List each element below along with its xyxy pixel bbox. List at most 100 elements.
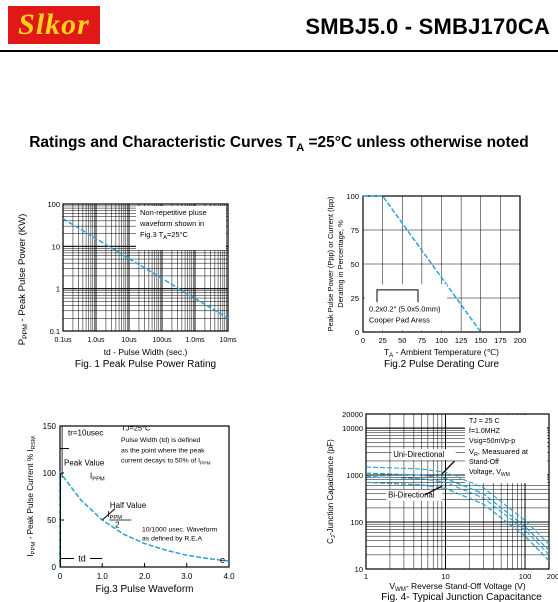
brand-logo: Slkor	[8, 6, 100, 44]
section-heading: Ratings and Characteristic Curves TA =25…	[29, 134, 529, 155]
x-tick-label: 0	[58, 572, 63, 581]
annotation-line: f=1.0MHZ	[469, 428, 501, 435]
ippm-label: IPPM	[90, 472, 105, 483]
peak-value-label: Peak Value	[64, 458, 105, 467]
uni-directional-label: Uni-Directional	[393, 450, 444, 459]
annotation-line: Non-repetitive pluse	[140, 208, 207, 217]
x-axis-label: TA - Ambient Temperature (℃)	[384, 347, 499, 359]
x-tick-label: 10	[441, 572, 449, 581]
y-tick-label: 0.1	[50, 327, 60, 336]
fig1-peak-pulse-power-chart: Non-repetitive pluse waveform shown in Fig…	[17, 200, 237, 370]
annotation-line: Stand-Off	[469, 459, 499, 466]
half-value-label: Half Value	[110, 501, 147, 510]
y-tick-label: 20000	[342, 410, 363, 419]
header-divider	[0, 50, 558, 52]
definition-line: as the point where the peak	[121, 447, 205, 454]
fig4-plot-frame	[365, 413, 550, 570]
bi-directional-label: Bi-Directional	[388, 491, 435, 500]
y-tick-label: 10000	[342, 424, 363, 433]
annotation-line: Cooper Pad Aress	[369, 315, 430, 324]
bi-arrow	[424, 485, 443, 496]
x-tick-label: 0	[361, 336, 365, 345]
annotation-line: VR, Measuared at	[469, 447, 529, 458]
td-label-bg	[74, 552, 90, 563]
waveform-curve	[59, 470, 230, 568]
x-tick-label: 1.0ms	[185, 337, 205, 344]
x-tick-label: 200	[547, 572, 558, 581]
figure-caption: Fig. 1 Peak Pulse Power Rating	[75, 359, 216, 370]
x-tick-label: 3.0	[181, 572, 193, 581]
waveform-note: as defined by R.E.A	[142, 536, 203, 543]
annotation-box	[136, 206, 226, 250]
fig2-pulse-derating-chart: 0.2x0.2" (5.0x5.0mm)Cooper Pad Aress 0 25 5…	[326, 192, 527, 370]
y-tick-label: 100	[350, 518, 363, 527]
tr-label: tr=10usec	[68, 428, 103, 437]
y-tick-label: 50	[351, 260, 359, 269]
x-tick-label: 2.0	[139, 572, 151, 581]
half-value-arrow	[101, 508, 116, 521]
annotation-line: Voltage, VWM	[469, 469, 510, 478]
annotation-line: Vsig=50mVp-p	[469, 438, 515, 445]
y-axis-label: PPPM - Peak Pulse Power (KW)	[17, 214, 29, 345]
x-tick-label: 1.0	[97, 572, 109, 581]
fig3-pulse-waveform-chart: 0 1.0 2.0 3.0 4.0 150 100 50 0 tr=10usec TJ=25°C Pu…	[26, 422, 235, 595]
tj-label: TJ=25°C	[121, 424, 151, 433]
x-tick-label: 1	[364, 572, 368, 581]
half-denominator: 2	[115, 521, 120, 530]
x-tick-label: 10ms	[219, 337, 237, 344]
annotation-line: 0.2x0.2" (5.0x5.0mm)	[369, 305, 441, 314]
y-tick-label: 1000	[346, 471, 363, 480]
x-tick-label: 100	[519, 572, 532, 581]
y-tick-label: 0	[355, 328, 359, 337]
annotation-line: TJ = 25 C	[469, 418, 500, 425]
y-tick-label: 10	[355, 565, 363, 574]
x-tick-label: 200	[514, 336, 527, 345]
x-tick-label: 1.0us	[87, 337, 105, 344]
bi-label-bg	[386, 489, 443, 501]
y-tick-label: 150	[43, 422, 57, 431]
x-tick-label: 100	[435, 336, 448, 345]
x-tick-label: 50	[398, 336, 406, 345]
part-number-title: SMBJ5.0 - SMBJ170CA	[305, 14, 550, 39]
pad-outline	[376, 289, 419, 303]
half-ippm-label: IPPM	[107, 510, 122, 521]
fig2-plot-frame	[362, 195, 521, 333]
x-tick-label: 75	[418, 336, 426, 345]
y-tick-label: 50	[47, 516, 56, 525]
y-tick-label: 25	[351, 294, 359, 303]
x-tick-label: 100us	[152, 337, 172, 344]
x-tick-label: 25	[378, 336, 386, 345]
definition-line: current decays to 50% of IPPM	[121, 458, 211, 467]
decay-e-label: e	[220, 555, 225, 565]
x-tick-label: 175	[494, 336, 507, 345]
figure-caption: Fig. 4- Typical Junction Capacitance	[381, 592, 542, 602]
annotation-line: waveform shown in	[139, 219, 204, 228]
figure-caption: Fig.2 Pulse Derating Cure	[384, 359, 499, 370]
power-curve	[62, 218, 229, 319]
y-tick-label: 100	[47, 200, 60, 209]
x-tick-label: 125	[455, 336, 468, 345]
figure-caption: Fig.3 Pulse Waveform	[96, 584, 194, 595]
y-axis-label: Peak Pulse Power (Ppp) or Current (Ipp)	[326, 196, 335, 332]
x-tick-label: 150	[474, 336, 487, 345]
y-tick-label: 100	[346, 192, 359, 201]
td-label: td	[78, 553, 86, 563]
y-tick-label: 1	[56, 285, 60, 294]
uni-label-bg	[391, 449, 456, 461]
uni-arrow	[441, 460, 456, 475]
annotation-box	[465, 415, 547, 483]
x-axis-label: td - Pulse Width (sec.)	[104, 347, 188, 357]
y-tick-label: 0	[52, 563, 57, 572]
y-axis-label: CJ-Junction Capacitance (pF)	[326, 439, 337, 544]
fig1-plot-frame	[62, 203, 229, 332]
annotation-box	[365, 284, 447, 331]
y-tick-label: 100	[43, 469, 57, 478]
capacitance-curve-uni-band	[365, 466, 550, 545]
waveform-note: 10/1000 usec. Waveform	[142, 526, 218, 533]
x-tick-label: 4.0	[223, 572, 235, 581]
capacitance-curve-bi-band	[365, 475, 550, 555]
y-tick-label: 10	[52, 242, 60, 251]
fig4-junction-capacitance-chart: TJ = 25 C f=1.0MHZ Vsig=50mVp-p VR, Measuar…	[326, 410, 558, 602]
capacitance-curve-bi	[365, 481, 550, 562]
x-tick-label: 10us	[121, 337, 137, 344]
